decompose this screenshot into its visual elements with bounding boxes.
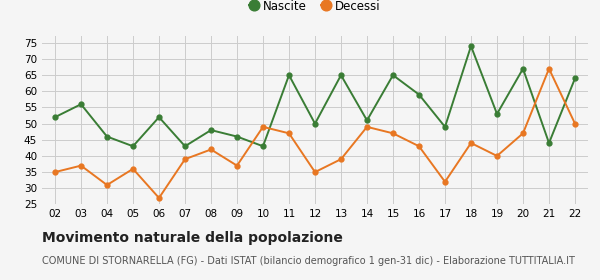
Decessi [52,171,59,174]
Nascite [415,93,422,96]
Decessi [442,180,449,183]
Decessi [233,164,241,167]
Nascite [364,119,371,122]
Nascite [545,141,553,145]
Nascite [181,144,188,148]
Text: Movimento naturale della popolazione: Movimento naturale della popolazione [42,231,343,245]
Decessi [571,122,578,125]
Nascite [130,144,137,148]
Nascite [571,77,578,80]
Text: COMUNE DI STORNARELLA (FG) - Dati ISTAT (bilancio demografico 1 gen-31 dic) - El: COMUNE DI STORNARELLA (FG) - Dati ISTAT … [42,256,575,266]
Nascite [337,73,344,77]
Decessi [493,154,500,158]
Decessi [545,67,553,70]
Nascite [155,115,163,119]
Decessi [286,132,293,135]
Nascite [52,115,59,119]
Nascite [389,73,397,77]
Nascite [493,112,500,116]
Decessi [467,141,475,145]
Nascite [520,67,527,70]
Decessi [337,157,344,161]
Decessi [520,132,527,135]
Decessi [155,196,163,200]
Nascite [103,135,110,138]
Nascite [311,122,319,125]
Nascite [442,125,449,129]
Decessi [103,183,110,187]
Line: Nascite: Nascite [53,44,577,149]
Decessi [181,157,188,161]
Nascite [286,73,293,77]
Legend: Nascite, Decessi: Nascite, Decessi [244,0,386,18]
Nascite [208,129,215,132]
Nascite [233,135,241,138]
Decessi [389,132,397,135]
Decessi [415,144,422,148]
Decessi [77,164,85,167]
Decessi [311,171,319,174]
Nascite [77,102,85,106]
Nascite [467,45,475,48]
Nascite [259,144,266,148]
Line: Decessi: Decessi [53,66,577,200]
Decessi [364,125,371,129]
Decessi [208,148,215,151]
Decessi [130,167,137,171]
Decessi [259,125,266,129]
